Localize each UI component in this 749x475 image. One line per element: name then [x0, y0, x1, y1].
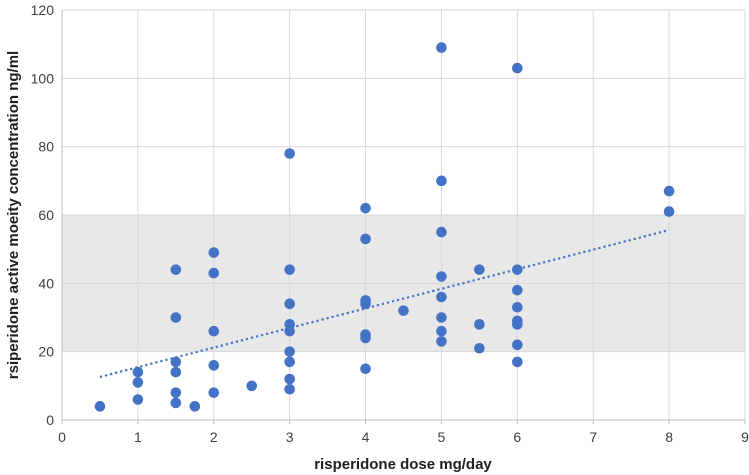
data-point	[474, 342, 485, 354]
data-point	[246, 380, 258, 392]
data-point	[208, 360, 220, 371]
data-point	[436, 42, 447, 53]
data-point	[170, 397, 182, 409]
data-point	[170, 387, 182, 398]
x-tick-label: 4	[362, 429, 370, 445]
x-tick-label: 8	[665, 429, 673, 445]
data-point	[189, 401, 201, 412]
data-point	[284, 356, 295, 368]
data-point	[398, 305, 409, 316]
data-point	[208, 387, 220, 398]
y-tick-label: 20	[38, 344, 54, 360]
data-point	[436, 226, 447, 238]
data-point	[132, 366, 144, 378]
y-axis-title: rsiperidone active moeity concentration …	[5, 51, 22, 379]
data-point	[284, 346, 295, 357]
y-tick-label: 80	[38, 139, 54, 155]
data-point	[170, 356, 182, 368]
data-point	[436, 271, 447, 282]
gridlines	[62, 9, 746, 420]
data-point	[170, 264, 182, 275]
x-tick-label: 2	[210, 429, 218, 445]
data-point	[436, 175, 447, 187]
data-point	[284, 325, 295, 337]
data-point	[512, 62, 523, 74]
data-point	[436, 312, 447, 323]
data-point	[170, 312, 182, 323]
y-tick-label: 60	[38, 207, 54, 223]
data-point	[512, 356, 523, 368]
data-point	[474, 319, 485, 330]
x-tick-label: 7	[589, 429, 597, 445]
data-point	[663, 206, 675, 217]
y-tick-label: 0	[46, 412, 54, 428]
data-point	[436, 336, 447, 347]
data-point	[360, 363, 371, 375]
data-point	[663, 185, 675, 197]
data-point	[512, 301, 523, 313]
data-point	[436, 291, 447, 303]
data-point	[94, 401, 106, 412]
data-point	[284, 373, 295, 385]
data-point	[360, 332, 371, 344]
trendline	[99, 228, 670, 379]
data-point	[360, 298, 371, 310]
data-point	[360, 202, 371, 214]
data-point	[208, 325, 220, 337]
y-tick-label: 100	[31, 70, 55, 86]
x-tick-label: 6	[513, 429, 521, 445]
data-point	[208, 267, 220, 279]
y-axis-tick-labels: 0 20 40 60 80 100 120	[31, 2, 55, 428]
x-axis-tick-labels: 0 1 2 3 4 5 6 7 8 9	[58, 429, 749, 445]
data-point	[436, 325, 447, 337]
data-points	[94, 42, 675, 412]
x-tick-label: 5	[438, 429, 446, 445]
data-point	[284, 264, 295, 275]
data-point	[132, 394, 144, 405]
data-point	[360, 233, 371, 245]
axis-lines	[61, 10, 746, 424]
data-point	[512, 339, 523, 351]
data-point	[170, 366, 182, 378]
data-point	[284, 148, 295, 159]
x-tick-label: 0	[58, 429, 66, 445]
x-axis-title: risperidone dose mg/day	[314, 456, 492, 473]
data-point	[284, 383, 295, 395]
data-point	[512, 284, 523, 296]
data-point	[512, 264, 523, 275]
x-tick-label: 9	[741, 429, 749, 445]
y-tick-label: 40	[38, 275, 54, 291]
data-point	[512, 319, 523, 330]
data-point	[284, 298, 295, 310]
data-point	[208, 247, 220, 258]
x-tick-label: 1	[134, 429, 142, 445]
y-tick-label: 120	[31, 2, 55, 18]
data-point	[132, 377, 144, 388]
x-tick-label: 3	[286, 429, 294, 445]
data-point	[474, 264, 485, 275]
